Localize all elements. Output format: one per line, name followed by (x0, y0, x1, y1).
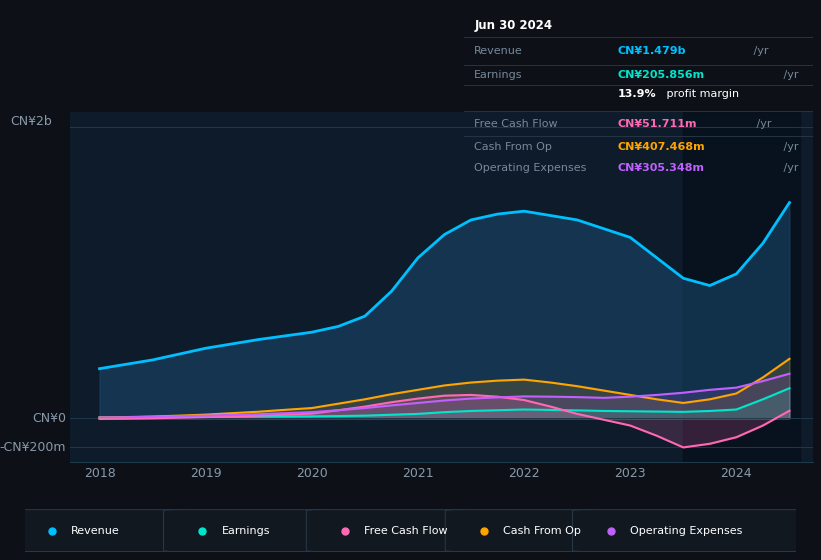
FancyBboxPatch shape (163, 510, 329, 552)
Text: CN¥0: CN¥0 (32, 412, 66, 424)
Text: CN¥2b: CN¥2b (11, 115, 53, 128)
FancyBboxPatch shape (13, 510, 186, 552)
Text: Cash From Op: Cash From Op (503, 526, 581, 535)
Text: /yr: /yr (780, 142, 798, 152)
Text: /yr: /yr (750, 46, 768, 56)
Text: CN¥407.468m: CN¥407.468m (617, 142, 705, 152)
Bar (683, 112, 800, 462)
Text: CN¥51.711m: CN¥51.711m (617, 119, 697, 129)
Text: CN¥205.856m: CN¥205.856m (617, 70, 704, 80)
FancyBboxPatch shape (445, 510, 596, 552)
Text: CN¥305.348m: CN¥305.348m (617, 164, 704, 173)
Text: Earnings: Earnings (222, 526, 270, 535)
Text: Revenue: Revenue (71, 526, 120, 535)
Text: Jun 30 2024: Jun 30 2024 (475, 19, 553, 32)
FancyBboxPatch shape (306, 510, 468, 552)
Text: /yr: /yr (780, 70, 798, 80)
Text: 13.9%: 13.9% (617, 88, 656, 99)
Text: Operating Expenses: Operating Expenses (631, 526, 743, 535)
Text: Revenue: Revenue (475, 46, 523, 56)
Text: Free Cash Flow: Free Cash Flow (475, 119, 558, 129)
FancyBboxPatch shape (572, 510, 808, 552)
Text: /yr: /yr (754, 119, 772, 129)
Text: /yr: /yr (780, 164, 798, 173)
Text: -CN¥200m: -CN¥200m (0, 441, 66, 454)
Text: profit margin: profit margin (663, 88, 739, 99)
Text: Free Cash Flow: Free Cash Flow (365, 526, 447, 535)
Text: Operating Expenses: Operating Expenses (475, 164, 587, 173)
Text: CN¥1.479b: CN¥1.479b (617, 46, 686, 56)
Text: Earnings: Earnings (475, 70, 523, 80)
Text: Cash From Op: Cash From Op (475, 142, 553, 152)
